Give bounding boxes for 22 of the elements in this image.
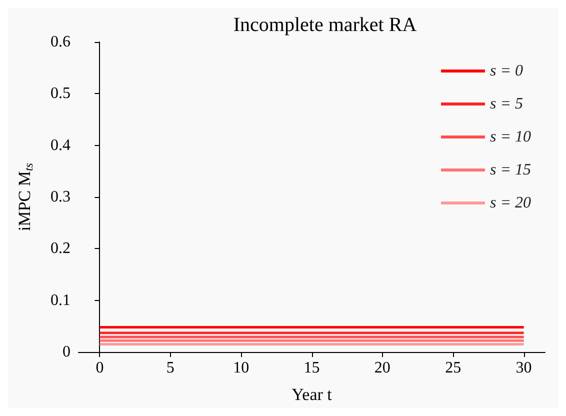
- x-tick-label: 25: [445, 360, 462, 376]
- x-tick-label: 5: [166, 360, 174, 376]
- y-tick-label: 0.3: [50, 188, 70, 206]
- y-tick-label: 0.5: [50, 85, 70, 102]
- x-axis-title: Year t: [292, 385, 332, 404]
- y-tick-label: 0.2: [50, 240, 70, 258]
- y-tick-label: 0.4: [50, 136, 70, 154]
- legend-label: s = 0: [490, 62, 524, 80]
- x-tick-label: 0: [96, 360, 104, 376]
- y-tick-label: 0: [62, 344, 70, 360]
- legend-label: s = 15: [490, 162, 532, 178]
- legend-label: s = 10: [490, 128, 532, 146]
- chart-title: Incomplete market RA: [233, 14, 418, 36]
- y-tick-label: 0.6: [50, 34, 70, 50]
- y-tick-label: 0.1: [50, 292, 70, 309]
- x-tick-label: 30: [516, 360, 532, 376]
- legend-label: s = 5: [490, 96, 524, 112]
- x-tick-label: 15: [304, 360, 320, 376]
- x-tick-label: 10: [233, 360, 250, 376]
- y-axis-title: iMPC Mts: [15, 162, 36, 231]
- x-tick-label: 20: [374, 360, 390, 376]
- legend-label: s = 20: [490, 194, 532, 212]
